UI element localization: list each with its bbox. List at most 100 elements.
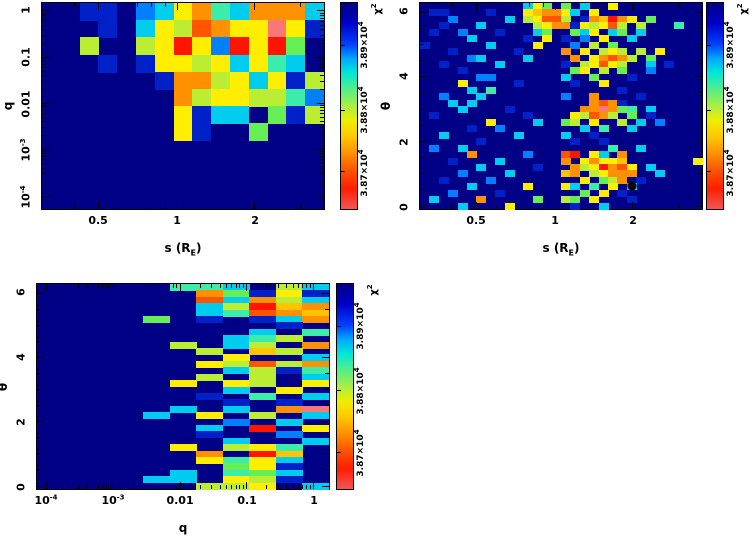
- heatmap-cell: [542, 3, 553, 10]
- x-minor-tick: [302, 284, 304, 288]
- heatmap-cell: [448, 99, 459, 107]
- heatmap-cell: [211, 88, 231, 107]
- colorbar-tick-label: 3.87×104: [353, 429, 366, 477]
- y-minor-tick: [320, 14, 324, 16]
- y-minor-tick: [42, 151, 46, 153]
- colorbar-tick: [341, 45, 345, 47]
- heatmap-cell: [561, 9, 571, 17]
- heatmap-cell: [302, 405, 330, 413]
- heatmap-cell: [532, 41, 543, 49]
- heatmap-cell: [561, 48, 571, 56]
- heatmap-cell: [173, 123, 193, 142]
- heatmap-cell: [192, 3, 212, 21]
- y-major-tick: [317, 56, 324, 58]
- heatmap-cell: [275, 469, 303, 477]
- heatmap-cell: [589, 131, 600, 139]
- heatmap-cell: [589, 106, 600, 113]
- heatmap-cell: [154, 54, 174, 73]
- x-major-tick: [254, 3, 256, 10]
- x-minor-tick: [133, 284, 135, 288]
- heatmap-cell: [485, 73, 496, 81]
- y-major-tick: [322, 292, 329, 294]
- x-minor-tick: [286, 485, 288, 489]
- heatmap-cell: [617, 48, 628, 56]
- heatmap-cell: [136, 20, 155, 39]
- heatmap-cell: [173, 37, 193, 56]
- x-minor-tick: [164, 205, 166, 209]
- x-major-tick: [632, 3, 634, 10]
- x-minor-tick: [239, 485, 241, 489]
- x-minor-tick: [169, 485, 171, 489]
- y-minor-tick: [42, 70, 46, 72]
- y-minor-tick: [320, 159, 324, 161]
- y-major-tick: [695, 76, 702, 78]
- heatmap-cell: [626, 125, 637, 133]
- y-minor-tick: [325, 469, 329, 471]
- x-minor-tick: [133, 485, 135, 489]
- heatmap-cell: [608, 183, 618, 191]
- heatmap-cell: [267, 20, 287, 39]
- heatmap-cell: [626, 106, 637, 113]
- x-minor-tick: [98, 284, 100, 288]
- heatmap-cell: [143, 412, 171, 420]
- heatmap-cell: [617, 151, 628, 159]
- heatmap-cell: [248, 54, 268, 73]
- colorbar-tick: [337, 325, 341, 327]
- x-minor-tick: [226, 485, 227, 489]
- heatmap-cell: [655, 48, 665, 56]
- heatmap-cell: [598, 176, 609, 184]
- heatmap-cell: [249, 463, 277, 471]
- x-minor-tick: [176, 284, 178, 288]
- heatmap-cell: [617, 157, 628, 165]
- heatmap-cell: [169, 476, 197, 484]
- x-major-tick: [312, 482, 314, 489]
- x-major-tick: [632, 202, 634, 209]
- heatmap-cell: [302, 290, 330, 298]
- y-minor-tick: [320, 34, 324, 36]
- colorbar: [340, 2, 358, 210]
- heatmap-cell: [249, 476, 277, 484]
- heatmap-cell: [608, 170, 618, 178]
- heatmap-cell: [305, 20, 325, 39]
- y-tick-label: 4: [397, 72, 411, 81]
- y-major-tick: [37, 485, 44, 487]
- x-minor-tick: [92, 485, 94, 489]
- heatmap-cell: [579, 189, 590, 197]
- heatmap-cell: [561, 3, 571, 10]
- y-minor-tick: [698, 124, 702, 126]
- heatmap-cell: [249, 469, 277, 477]
- heatmap-cell: [561, 15, 571, 23]
- heatmap-cell: [275, 456, 303, 464]
- y-minor-tick: [420, 108, 424, 110]
- x-tick-label: 0.1: [237, 494, 257, 507]
- x-minor-tick: [292, 485, 294, 489]
- heatmap-cell: [267, 71, 287, 90]
- heatmap-cell: [196, 360, 224, 368]
- heatmap-cell: [589, 9, 600, 17]
- y-major-tick: [42, 149, 49, 151]
- y-minor-tick: [42, 112, 46, 114]
- heatmap-cell: [589, 163, 600, 171]
- x-minor-tick: [286, 284, 288, 288]
- heatmap-cell: [523, 183, 534, 191]
- heatmap-cell: [598, 22, 609, 30]
- y-minor-tick: [42, 167, 46, 169]
- heatmap-cell: [598, 67, 609, 75]
- x-minor-tick: [169, 284, 171, 288]
- heatmap-cell: [222, 309, 250, 317]
- heatmap-cell: [561, 157, 571, 165]
- heatmap-cell: [532, 9, 543, 17]
- heatmap-cell: [608, 163, 618, 171]
- x-minor-tick: [119, 205, 121, 209]
- heatmap-cell: [467, 125, 477, 133]
- y-minor-tick: [320, 63, 324, 65]
- heatmap-cell: [438, 131, 449, 139]
- x-axis-label: s (RE): [542, 241, 580, 258]
- heatmap-cell: [154, 71, 174, 90]
- heatmap-cell: [598, 99, 609, 107]
- x-minor-tick: [98, 485, 100, 489]
- heatmap-cell: [645, 60, 656, 68]
- heatmap-cell: [617, 176, 628, 184]
- heatmap-cell: [249, 444, 277, 452]
